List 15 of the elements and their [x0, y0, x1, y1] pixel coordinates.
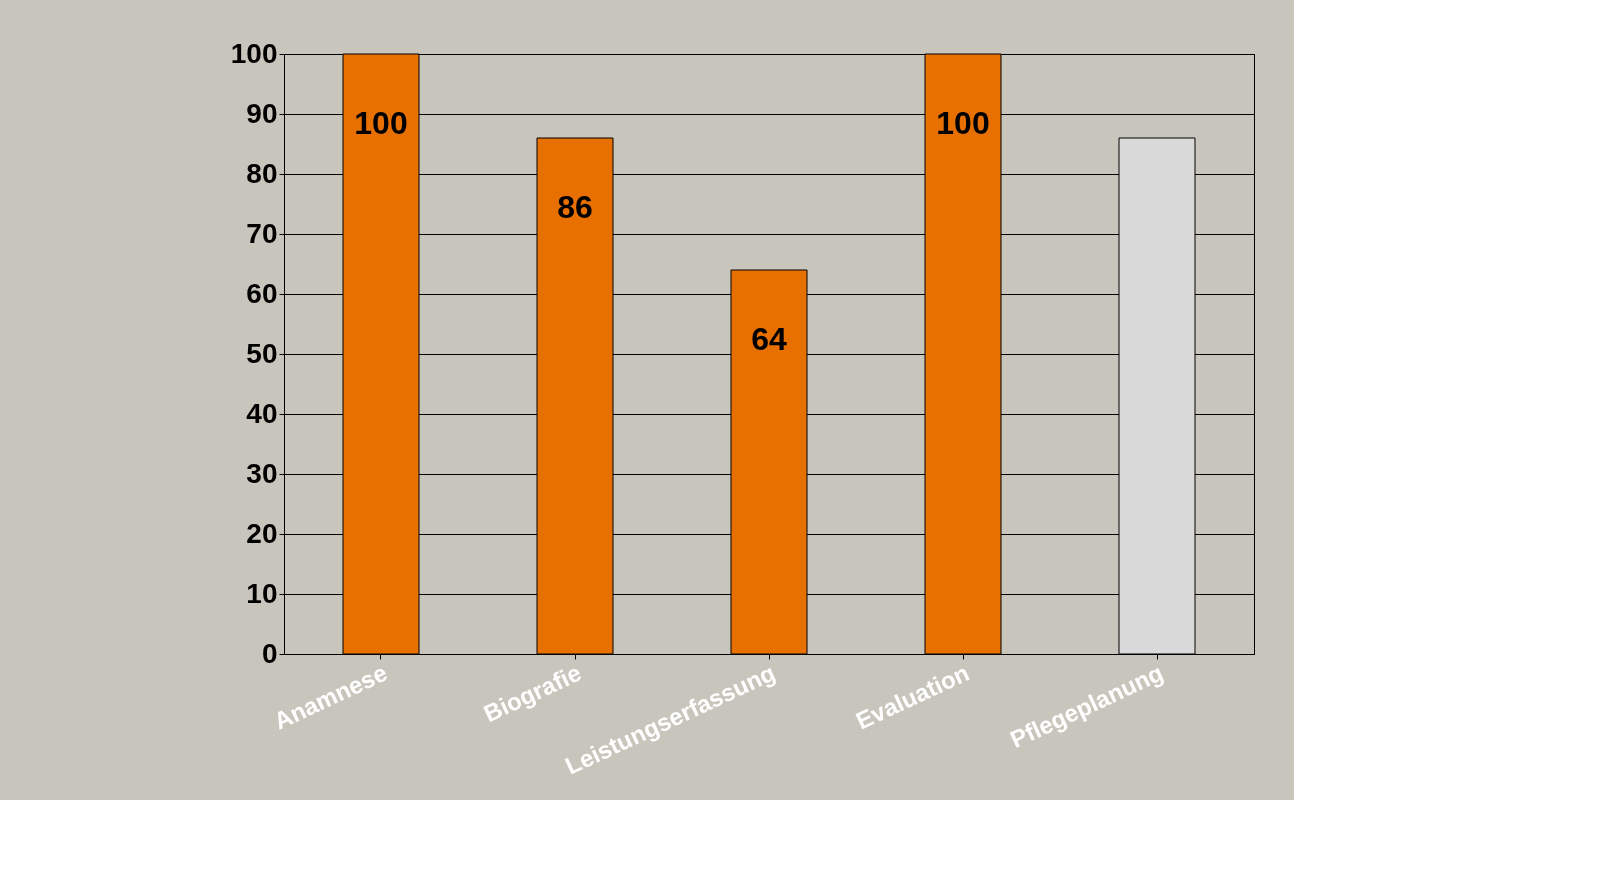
- y-tick-label: 40: [246, 397, 278, 429]
- data-label: 86: [557, 189, 593, 225]
- data-label: 100: [354, 105, 408, 141]
- y-tick-label: 50: [246, 337, 278, 369]
- y-tick-label: 90: [246, 97, 278, 129]
- y-tick-label: 10: [246, 577, 278, 609]
- data-label: 64: [751, 321, 787, 357]
- y-tick-label: 70: [246, 217, 278, 249]
- y-tick-label: 30: [246, 457, 278, 489]
- y-tick-label: 20: [246, 517, 278, 549]
- y-tick-label: 60: [246, 277, 278, 309]
- y-tick-label: 100: [230, 37, 278, 69]
- data-label: 100: [936, 105, 990, 141]
- y-tick-label: 0: [261, 637, 278, 669]
- y-tick-label: 80: [246, 157, 278, 189]
